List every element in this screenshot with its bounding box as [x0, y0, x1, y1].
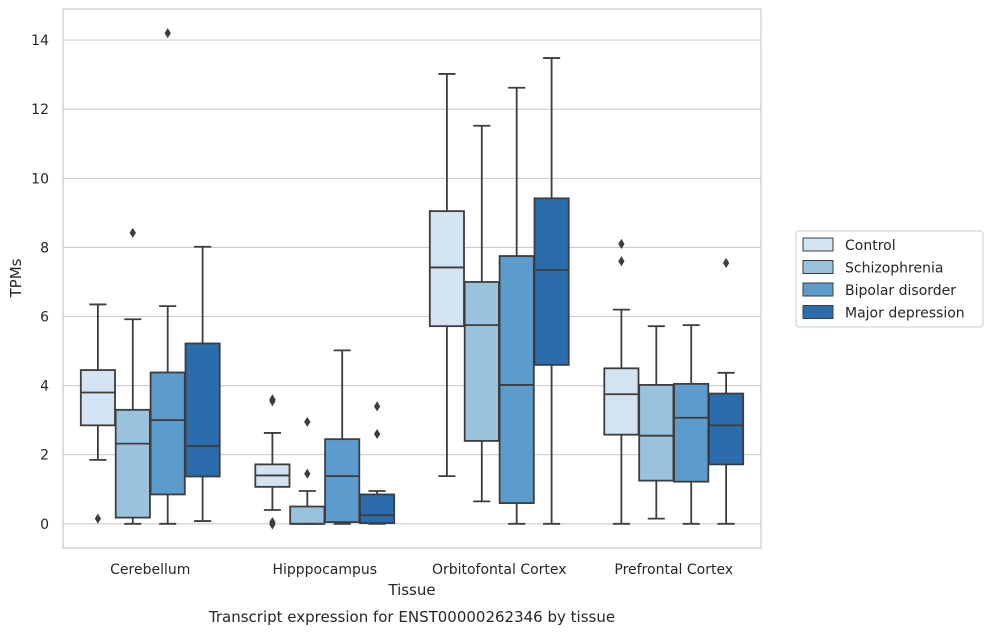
box-2-0	[428, 73, 465, 478]
box-1-2	[324, 349, 361, 525]
legend-swatch	[802, 305, 834, 319]
outlier-point	[722, 257, 730, 268]
box-rect	[114, 408, 151, 519]
legend-swatch	[802, 237, 834, 252]
legend-label: Control	[845, 238, 896, 254]
x-tick-label: Hipppocampus	[272, 562, 377, 578]
x-tick-label: Cerebellum	[110, 562, 190, 578]
y-tick-label: 4	[40, 379, 49, 395]
legend-swatch	[802, 282, 834, 297]
outlier-point	[373, 428, 381, 440]
box-rect	[533, 197, 570, 366]
box-rect	[79, 369, 116, 427]
legend-swatch	[802, 260, 834, 274]
y-axis-label: TPMs	[7, 258, 25, 298]
outlier-point	[269, 519, 276, 530]
box-rect	[673, 382, 710, 483]
y-tick-label: 6	[40, 310, 49, 326]
box-2-2	[498, 86, 535, 525]
legend-label: Bipolar disorder	[845, 283, 956, 299]
box-rect	[149, 371, 186, 496]
y-tick-label: 12	[31, 102, 49, 118]
box-0-0	[79, 303, 116, 524]
x-tick-label: Orbitofontal Cortex	[432, 562, 567, 578]
outlier-point	[304, 468, 311, 479]
legend-label: Major depression	[845, 306, 965, 322]
legend-label: Schizophrenia	[845, 261, 943, 277]
outlier-point	[618, 256, 625, 267]
box-3-3	[708, 257, 745, 525]
legend: Control Schizophrenia Bipolar disorder Majo…	[795, 230, 984, 328]
box-3-0	[603, 238, 640, 525]
outlier-point	[94, 513, 102, 524]
outlier-point	[304, 416, 311, 427]
box-1-0	[254, 394, 291, 530]
box-rect	[463, 281, 500, 442]
x-axis-label: Tissue	[387, 581, 435, 599]
outlier-point	[618, 238, 625, 249]
box-0-1	[114, 227, 151, 525]
box-0-3	[184, 245, 221, 522]
legend-frame	[795, 230, 984, 328]
y-tick-label: 8	[40, 240, 49, 256]
box-2-1	[463, 124, 500, 503]
y-tick-label: 2	[40, 448, 49, 464]
box-0-2	[149, 28, 186, 525]
box-3-2	[673, 324, 710, 525]
box-1-1	[289, 416, 326, 525]
x-tick-labels: Cerebellum Hipppocampus Orbitofontal Corte…	[110, 562, 733, 578]
box-rect	[638, 384, 675, 482]
box-rect	[428, 210, 465, 328]
box-rect	[498, 255, 535, 504]
y-tick-label: 10	[31, 171, 49, 187]
box-rect	[603, 367, 640, 436]
x-tick-label: Prefrontal Cortex	[614, 562, 733, 578]
outlier-point	[164, 28, 171, 39]
y-tick-label: 14	[31, 33, 49, 49]
chart-caption: Transcript expression for ENST0000026234…	[208, 608, 615, 626]
box-1-3	[359, 401, 396, 525]
outlier-point	[129, 227, 136, 238]
box-rect	[324, 438, 361, 523]
y-tick-labels: 0 2 4 6 8 10 12 14	[31, 33, 49, 533]
box-rect	[184, 342, 221, 478]
box-rect	[359, 493, 396, 525]
plot-area-frame	[62, 8, 762, 549]
outlier-point	[373, 401, 381, 412]
box-2-3	[533, 57, 570, 525]
box-rect	[289, 505, 326, 525]
outlier-point	[269, 396, 276, 407]
box-3-1	[638, 325, 675, 520]
y-tick-label: 0	[40, 517, 49, 533]
box-rect	[708, 392, 745, 466]
box-groups	[79, 28, 745, 530]
